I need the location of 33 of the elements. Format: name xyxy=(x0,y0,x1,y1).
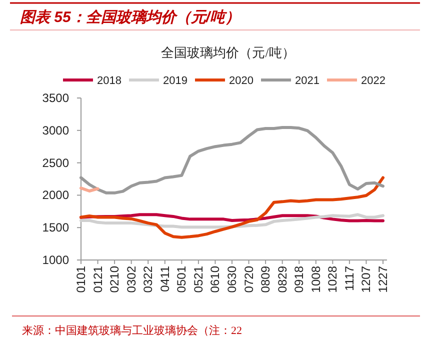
legend-label: 2020 xyxy=(229,75,254,87)
y-tick-label: 3500 xyxy=(42,91,70,105)
y-tick-label: 2000 xyxy=(42,188,70,202)
x-tick-label: 0501 xyxy=(174,266,189,293)
y-tick-label: 2500 xyxy=(42,156,70,170)
x-tick-label: 0101 xyxy=(74,266,88,293)
x-tick-label: 0829 xyxy=(275,266,290,293)
x-tick-label: 0302 xyxy=(124,266,138,293)
x-tick-label: 0210 xyxy=(108,266,122,293)
legend-label: 2019 xyxy=(163,75,188,87)
x-tick-label: 0121 xyxy=(90,266,105,293)
x-tick-label: 1028 xyxy=(326,266,340,293)
x-tick-label: 0720 xyxy=(242,266,256,293)
x-tick-label: 1207 xyxy=(359,266,374,293)
x-tick-label: 0322 xyxy=(141,266,156,293)
x-tick-label: 0411 xyxy=(158,266,172,292)
y-tick-label: 1000 xyxy=(42,253,70,267)
x-tick-label: 0809 xyxy=(258,266,273,293)
legend-label: 2022 xyxy=(361,75,386,87)
legend-label: 2021 xyxy=(295,75,320,87)
source-note: 来源：中国建筑玻璃与工业玻璃协会（注：22 xyxy=(22,324,242,337)
chart-subtitle: 全国玻璃均价（元/吨） xyxy=(161,45,295,60)
x-tick-label: 0630 xyxy=(225,266,239,293)
x-tick-label: 0918 xyxy=(292,266,306,293)
y-tick-label: 3000 xyxy=(42,123,70,138)
chart-title: 图表 55：全国玻璃均价（元/吨） xyxy=(20,8,240,26)
legend-label: 2018 xyxy=(97,75,122,87)
x-tick-label: 0521 xyxy=(191,266,206,293)
y-tick-label: 1500 xyxy=(42,220,70,235)
x-tick-label: 0610 xyxy=(208,266,222,293)
x-tick-label: 1008 xyxy=(308,266,323,293)
x-tick-label: 1227 xyxy=(376,266,390,293)
x-tick-label: 1117 xyxy=(342,266,356,291)
